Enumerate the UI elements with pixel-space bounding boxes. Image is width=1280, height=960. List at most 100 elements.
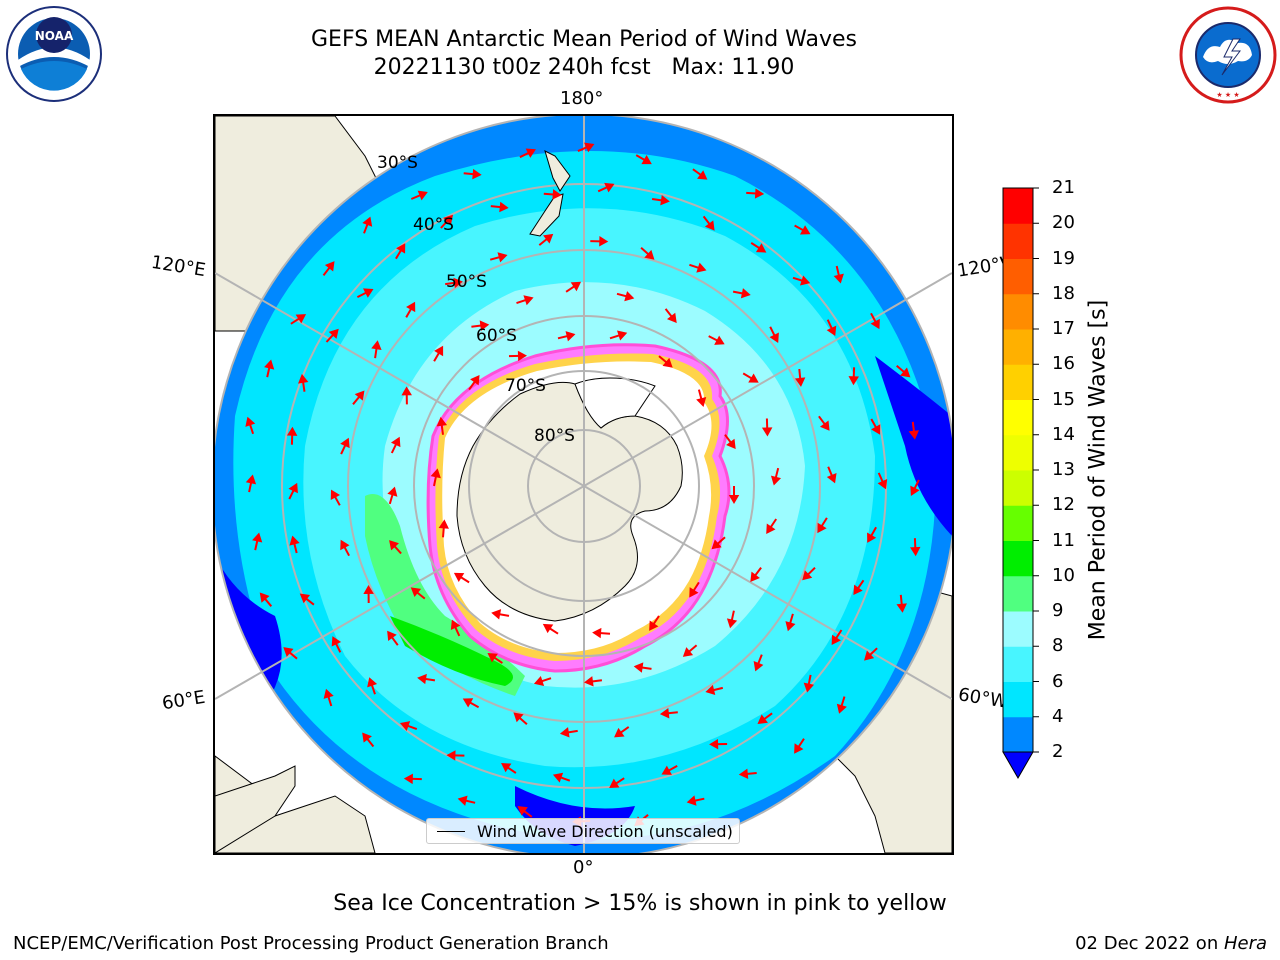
wind-wave-direction-arrows bbox=[245, 142, 921, 827]
wave-direction-arrow-head bbox=[660, 195, 670, 206]
colorbar-bin bbox=[1003, 540, 1033, 577]
wave-direction-arrow-head bbox=[624, 291, 635, 302]
colorbar-tick-label: 18 bbox=[1052, 282, 1075, 304]
wave-direction-arrow-head bbox=[298, 373, 309, 384]
wave-direction-arrow-head bbox=[661, 765, 672, 775]
wave-direction-arrow-head bbox=[324, 261, 335, 272]
wave-direction-arrow-head bbox=[614, 727, 625, 738]
wave-direction-arrow-head bbox=[826, 473, 837, 484]
wave-direction-arrow-head bbox=[770, 475, 782, 486]
wave-direction-arrow-head bbox=[410, 587, 422, 597]
wave-direction-arrow-head bbox=[264, 359, 275, 370]
wave-direction-arrow-head bbox=[363, 288, 374, 298]
wave-direction-arrow-head bbox=[689, 587, 699, 598]
wave-direction-arrow-head bbox=[649, 620, 659, 631]
wave-direction-arrow-head bbox=[871, 424, 881, 435]
wave-direction-arrow-head bbox=[367, 677, 378, 688]
colorbar-title: Mean Period of Wind Waves [s] bbox=[1085, 299, 1111, 641]
lon-label-60e: 60°E bbox=[160, 686, 207, 715]
wave-direction-arrow-head bbox=[599, 236, 609, 247]
colorbar-tick-label: 10 bbox=[1052, 564, 1075, 586]
wave-direction-arrow-head bbox=[686, 795, 697, 806]
wave-direction-arrow-head bbox=[696, 262, 707, 273]
wave-direction-arrow-head bbox=[584, 142, 595, 153]
wave-direction-arrow-head bbox=[755, 243, 767, 253]
wave-direction-arrow-head bbox=[766, 523, 776, 534]
wave-direction-arrow-head bbox=[738, 768, 749, 780]
footer-credit: NCEP/EMC/Verification Post Processing Pr… bbox=[13, 933, 609, 954]
wave-direction-arrow-head bbox=[910, 546, 921, 557]
wave-direction-arrow-head bbox=[295, 314, 307, 324]
noaa-logo: NOAA bbox=[6, 6, 102, 102]
wave-direction-arrow-head bbox=[403, 773, 413, 785]
colorbar-bin bbox=[1003, 681, 1033, 718]
lat-label-40s: 40°S bbox=[413, 215, 454, 235]
wave-direction-arrow-head bbox=[517, 806, 528, 816]
wave-direction-arrow-head bbox=[245, 416, 256, 427]
colorbar-tick-label: 19 bbox=[1052, 247, 1075, 269]
legend-line bbox=[437, 831, 465, 832]
wave-direction-arrow-head bbox=[323, 688, 334, 699]
wave-direction-arrow-head bbox=[900, 367, 911, 378]
wave-direction-arrow-head bbox=[517, 350, 527, 362]
wave-direction-arrow-head bbox=[697, 170, 708, 180]
colorbar-bin bbox=[1003, 364, 1033, 400]
colorbar-tick-label: 14 bbox=[1052, 423, 1075, 445]
wave-direction-arrow-head bbox=[470, 374, 480, 386]
wave-direction-arrow-head bbox=[826, 325, 837, 336]
wave-direction-arrow-head bbox=[331, 636, 342, 647]
wave-direction-arrow-head bbox=[853, 584, 863, 596]
footer-date-text: 02 Dec 2022 on bbox=[1075, 933, 1224, 954]
wave-direction-arrow-head bbox=[711, 539, 722, 550]
wave-direction-arrow-head bbox=[479, 320, 490, 331]
madagascar-land bbox=[215, 765, 296, 853]
wave-direction-arrow-head bbox=[559, 727, 570, 738]
wave-direction-arrow-head bbox=[705, 684, 716, 696]
wave-direction-arrow-head bbox=[371, 340, 382, 350]
wave-direction-arrow-head bbox=[434, 345, 444, 357]
wave-direction-arrow-head bbox=[802, 570, 813, 581]
wave-direction-arrow-head bbox=[870, 318, 880, 330]
colorbar-bin bbox=[1003, 258, 1033, 295]
colorbar-bin bbox=[1003, 399, 1033, 436]
wave-direction-arrow-head bbox=[363, 585, 374, 595]
colorbar-bin bbox=[1003, 188, 1033, 224]
colorbar-tick-label: 8 bbox=[1052, 635, 1064, 657]
wave-direction-arrow-head bbox=[340, 539, 350, 551]
wave-direction-arrow-head bbox=[570, 281, 582, 292]
wave-direction-arrow-head bbox=[704, 220, 715, 231]
wave-direction-arrow-head bbox=[726, 438, 736, 450]
colorbar-tick-label: 12 bbox=[1052, 494, 1075, 516]
wave-direction-arrow-head bbox=[453, 572, 465, 583]
wave-direction-arrow-head bbox=[436, 416, 448, 427]
colorbar-tick-label: 15 bbox=[1052, 388, 1075, 410]
wave-direction-arrow-head bbox=[552, 772, 564, 783]
wave-direction-arrow-head bbox=[259, 592, 270, 603]
wave-direction-arrow-head bbox=[754, 188, 765, 199]
wave-direction-arrow-head bbox=[462, 698, 474, 708]
wave-direction-arrow-head bbox=[340, 437, 350, 449]
wave-direction-arrow-head bbox=[443, 214, 454, 225]
wave-direction-arrow-head bbox=[565, 331, 576, 342]
wave-direction-arrow-head bbox=[740, 288, 751, 299]
wave-direction-arrow-head bbox=[662, 357, 673, 368]
wave-direction-arrow-head bbox=[328, 328, 339, 339]
colorbar-tick-label: 21 bbox=[1052, 177, 1075, 198]
wave-direction-arrow-head bbox=[896, 603, 907, 613]
wave-direction-arrow-head bbox=[417, 190, 428, 201]
wave-direction-arrow-head bbox=[836, 703, 847, 714]
wave-direction-arrow-head bbox=[406, 301, 416, 313]
colorbar-tick-label: 13 bbox=[1052, 459, 1075, 480]
colorbar-bin bbox=[1003, 470, 1033, 506]
wave-direction-arrow-head bbox=[450, 619, 461, 630]
wave-direction-arrow-head bbox=[387, 630, 397, 642]
wave-direction-arrow-head bbox=[501, 763, 512, 773]
svg-text:★ ★ ★: ★ ★ ★ bbox=[1216, 91, 1239, 99]
lat-label-50s: 50°S bbox=[446, 272, 487, 292]
wave-direction-arrow-head bbox=[867, 532, 877, 543]
wave-direction-arrow-head bbox=[252, 532, 263, 543]
colorbar-bin bbox=[1003, 611, 1033, 647]
wave-direction-arrow-head bbox=[800, 275, 811, 286]
wave-direction-arrow-head bbox=[604, 182, 615, 193]
polar-map: 30°S 40°S 50°S 60°S 70°S 80°S bbox=[213, 114, 954, 855]
